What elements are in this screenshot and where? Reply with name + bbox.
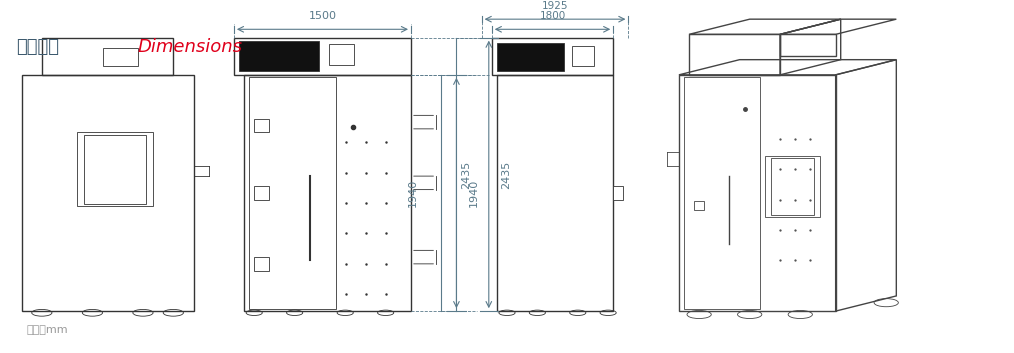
Bar xyxy=(249,77,336,310)
Bar xyxy=(694,202,704,210)
Text: 外形尺寸: 外形尺寸 xyxy=(16,38,60,56)
Bar xyxy=(84,134,146,204)
Text: 1500: 1500 xyxy=(308,11,337,21)
Bar xyxy=(492,38,613,75)
Bar xyxy=(42,38,173,75)
Text: 1800: 1800 xyxy=(539,11,566,21)
Bar xyxy=(244,75,411,311)
Bar xyxy=(572,46,594,66)
Bar xyxy=(234,38,411,75)
Bar xyxy=(497,75,613,311)
Text: 1940: 1940 xyxy=(408,179,418,207)
Bar xyxy=(239,41,318,72)
Text: 1940: 1940 xyxy=(468,179,479,207)
Text: 2435: 2435 xyxy=(461,160,472,189)
Bar xyxy=(102,48,138,66)
Bar xyxy=(21,75,194,311)
Bar xyxy=(255,119,270,132)
Text: 1925: 1925 xyxy=(541,1,568,11)
Bar xyxy=(771,158,814,215)
Bar xyxy=(497,43,564,72)
Text: Dimensions: Dimensions xyxy=(138,38,243,56)
Bar xyxy=(684,77,759,310)
Bar xyxy=(765,156,820,217)
Bar xyxy=(255,186,270,200)
Bar xyxy=(613,186,624,200)
Text: 单位：mm: 单位：mm xyxy=(26,325,68,335)
Text: 2435: 2435 xyxy=(501,160,511,189)
Bar xyxy=(77,132,153,207)
Bar xyxy=(255,257,270,271)
Bar xyxy=(329,44,354,65)
Bar xyxy=(679,75,836,311)
